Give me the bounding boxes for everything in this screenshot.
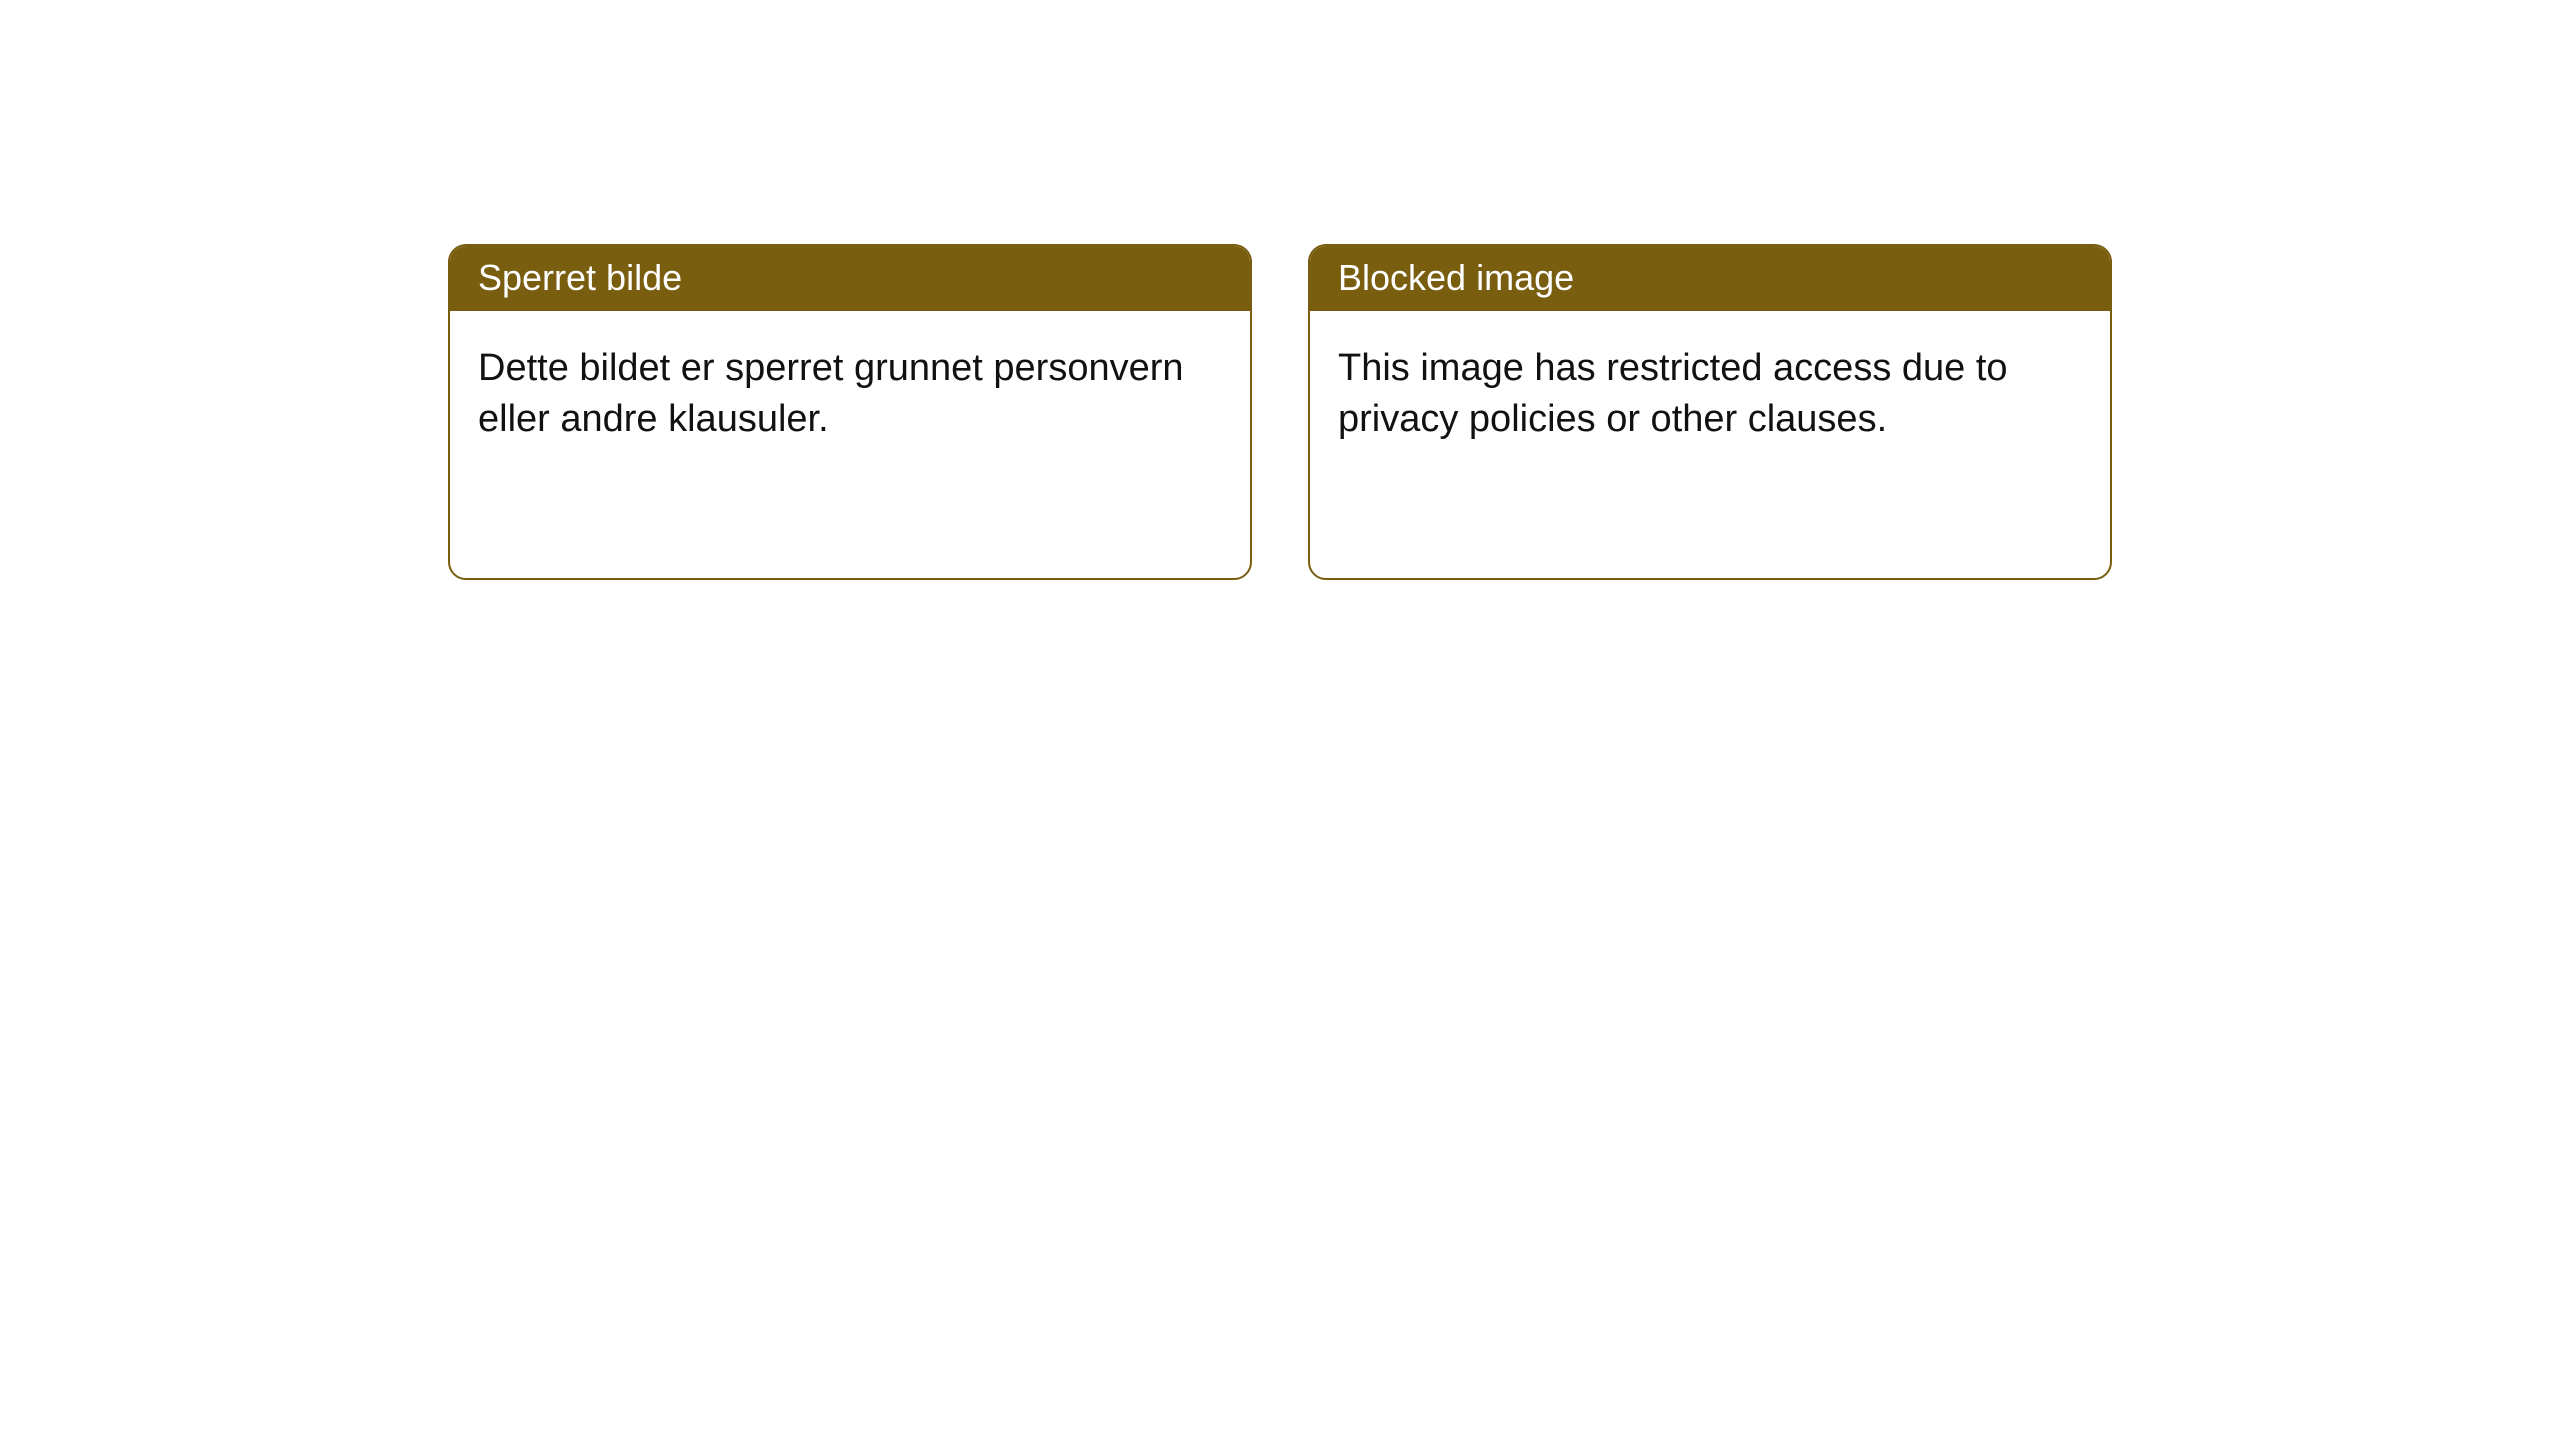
notice-card-english: Blocked image This image has restricted … (1308, 244, 2112, 580)
notice-body-norwegian: Dette bildet er sperret grunnet personve… (450, 311, 1250, 478)
notice-title-norwegian: Sperret bilde (450, 246, 1250, 311)
notice-body-english: This image has restricted access due to … (1310, 311, 2110, 478)
notice-container: Sperret bilde Dette bildet er sperret gr… (0, 0, 2560, 580)
notice-title-english: Blocked image (1310, 246, 2110, 311)
notice-card-norwegian: Sperret bilde Dette bildet er sperret gr… (448, 244, 1252, 580)
